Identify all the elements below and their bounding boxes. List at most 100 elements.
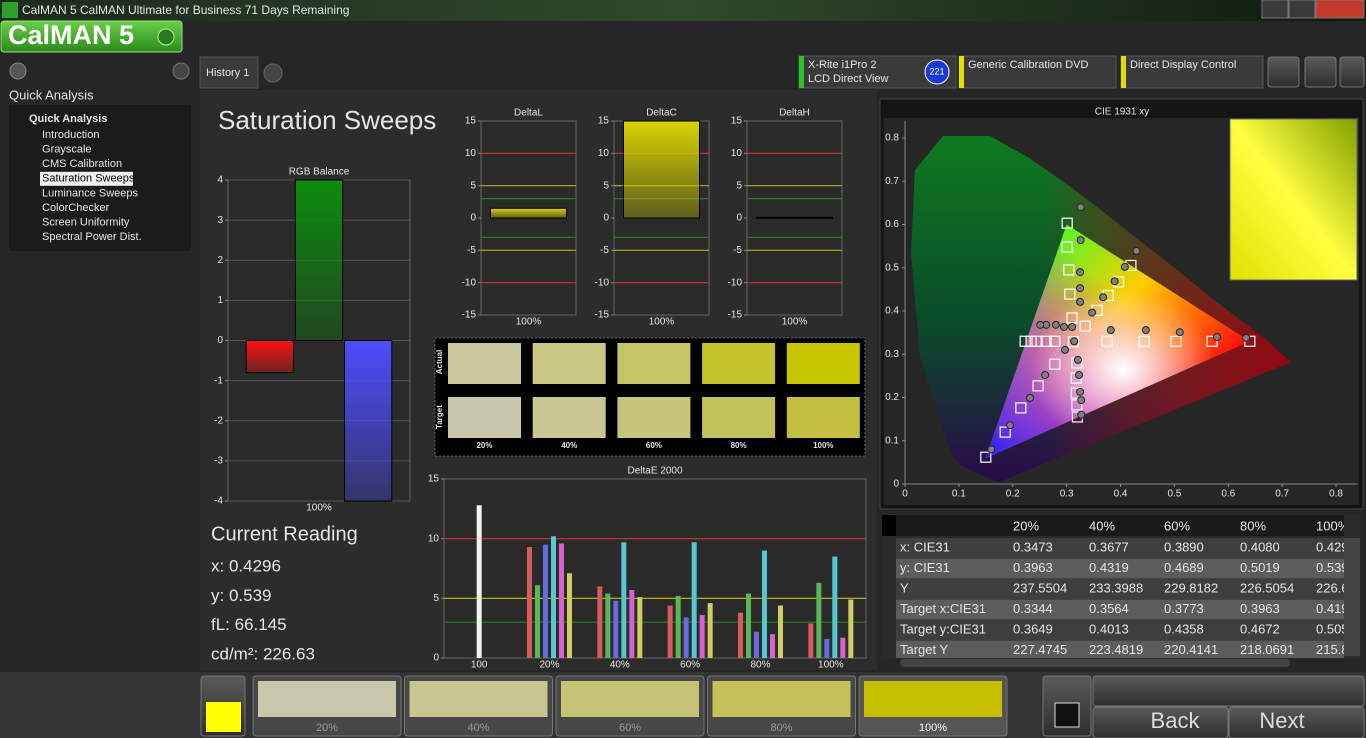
bar xyxy=(567,573,572,658)
page-title: Saturation Sweeps xyxy=(218,105,436,135)
tab[interactable] xyxy=(199,56,259,89)
next-button[interactable] xyxy=(1228,706,1365,738)
nav-item[interactable]: Saturation Sweeps xyxy=(42,173,135,185)
table-scrollbar[interactable] xyxy=(1344,538,1360,656)
table-cell: 226.5054 xyxy=(1240,580,1294,595)
column-header: 60% xyxy=(1164,518,1190,533)
measured-point xyxy=(1106,326,1115,335)
sidebar-collapse[interactable] xyxy=(172,62,190,80)
chart-title: DeltaC xyxy=(646,108,677,119)
logo-text: CalMAN 5 xyxy=(8,20,134,50)
measured-point xyxy=(1006,421,1015,430)
bar xyxy=(832,556,838,658)
measured-point xyxy=(1076,284,1085,293)
y-tick-label: 0.5 xyxy=(885,262,899,273)
y-tick-label: -5 xyxy=(733,245,742,256)
reading-line: y: 0.539 xyxy=(211,586,272,605)
playback-controls[interactable] xyxy=(1092,675,1365,707)
bar xyxy=(294,179,344,341)
close-button[interactable] xyxy=(1315,0,1365,19)
nav-item[interactable]: CMS Calibration xyxy=(42,158,122,170)
bar xyxy=(543,544,548,658)
bar xyxy=(559,543,564,658)
x-tick-label: 100% xyxy=(516,317,542,328)
target-point xyxy=(1019,335,1031,347)
y-tick-label: -3 xyxy=(214,456,223,467)
target-point xyxy=(1061,241,1073,253)
swatch-label: 20% xyxy=(316,722,338,734)
table-hscrollbar[interactable] xyxy=(900,659,1290,667)
nav-item[interactable]: Screen Uniformity xyxy=(42,217,130,229)
table-cell: 0.3677 xyxy=(1089,539,1129,554)
x-tick-label: 0.5 xyxy=(1167,489,1181,500)
target-point xyxy=(1025,335,1037,347)
table-cell: 229.8182 xyxy=(1164,580,1218,595)
y-tick-label: 10 xyxy=(465,148,477,159)
target-point xyxy=(1066,312,1078,324)
table-cell: 0.3564 xyxy=(1089,601,1129,616)
app-icon xyxy=(2,2,18,18)
bar xyxy=(623,120,700,219)
table-cell: 0.4193 xyxy=(1316,601,1356,616)
measured-point xyxy=(1212,332,1221,341)
nav-item[interactable]: Grayscale xyxy=(42,144,92,156)
y-tick-label: 0.1 xyxy=(885,435,899,446)
meter-badge[interactable] xyxy=(924,59,950,85)
add-tab[interactable] xyxy=(263,63,283,83)
y-tick-label: 0 xyxy=(603,213,609,224)
meter-status xyxy=(799,56,804,88)
minimize-button[interactable] xyxy=(1261,0,1289,19)
y-tick-label: 0.4 xyxy=(885,306,899,317)
nav-item[interactable]: Introduction xyxy=(42,129,99,141)
bar xyxy=(840,637,846,658)
measured-point xyxy=(1041,371,1050,380)
measured-point xyxy=(1242,333,1251,342)
window-title: CalMAN 5 CalMAN Ultimate for Business 71… xyxy=(22,3,349,17)
settings-button[interactable] xyxy=(1267,56,1300,88)
measured-point xyxy=(1141,326,1150,335)
tree-root[interactable]: Quick Analysis xyxy=(29,113,107,125)
row-label: Target xyxy=(435,405,444,429)
back-button[interactable] xyxy=(1092,706,1229,738)
nav-item[interactable]: ColorChecker xyxy=(42,202,110,214)
display-selector[interactable] xyxy=(1120,55,1264,89)
measured-point xyxy=(1175,328,1184,337)
bar xyxy=(637,597,643,658)
table-cell: 218.0691 xyxy=(1240,642,1294,657)
stop-icon xyxy=(1054,702,1080,728)
bar xyxy=(527,547,532,658)
table-cell: 0.4319 xyxy=(1089,560,1129,575)
tab-label: History 1 xyxy=(206,67,249,79)
bar xyxy=(683,617,689,658)
chart-title: DeltaL xyxy=(514,108,543,119)
bar xyxy=(824,638,830,658)
row-label: Actual xyxy=(435,350,444,374)
help-button[interactable] xyxy=(1304,56,1337,88)
table-cell: 0.3649 xyxy=(1013,621,1053,636)
bar xyxy=(770,634,775,658)
measured-point xyxy=(1059,323,1068,332)
maximize-button[interactable] xyxy=(1288,0,1316,19)
table-cell: 0.4080 xyxy=(1240,539,1280,554)
measured-point xyxy=(1061,345,1070,354)
table-cell: 0.5053 xyxy=(1316,621,1356,636)
y-tick-label: -15 xyxy=(728,310,743,321)
row-label: Target y:CIE31 xyxy=(900,621,986,636)
y-tick-label: 15 xyxy=(598,116,610,127)
y-tick-label: 0.8 xyxy=(885,133,899,144)
target-point xyxy=(999,426,1011,438)
logo-menu[interactable] xyxy=(157,28,175,46)
sidebar-pin[interactable] xyxy=(9,62,27,80)
logo[interactable] xyxy=(0,20,183,53)
target-point xyxy=(1031,335,1043,347)
target-point xyxy=(1170,335,1182,347)
y-tick-label: 5 xyxy=(736,180,742,191)
nav-item[interactable]: Spectral Power Dist. xyxy=(42,231,142,243)
y-tick-label: 15 xyxy=(731,116,743,127)
source-selector[interactable] xyxy=(958,55,1117,89)
collapse-button[interactable] xyxy=(1339,56,1365,88)
title-bar xyxy=(0,0,1366,21)
nav-item[interactable]: Luminance Sweeps xyxy=(42,187,139,199)
target-point xyxy=(1063,264,1075,276)
